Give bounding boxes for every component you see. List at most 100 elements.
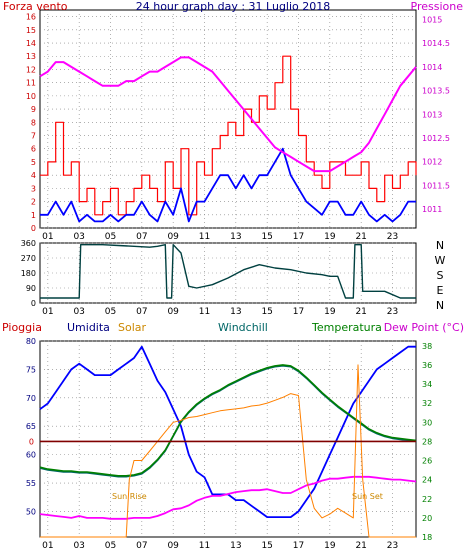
x-tick-1-2: 05 (105, 307, 116, 317)
wind-tick-5: 5 (31, 158, 36, 167)
temperature-line (39, 364, 417, 477)
x-tick-2-6: 13 (230, 541, 241, 551)
x-tick-1-0: 01 (42, 307, 53, 317)
x-tick-0-10: 21 (355, 232, 366, 242)
wind-tick-16: 16 (26, 13, 36, 22)
direction-tick-3: 270 (21, 254, 36, 263)
temp-tick-8: 34 (422, 380, 432, 389)
temp-panel-frame (39, 340, 417, 538)
wind-tick-4: 4 (31, 171, 36, 180)
x-tick-0-4: 09 (167, 232, 179, 242)
temp-tick-6: 30 (422, 418, 432, 427)
x-tick-2-4: 09 (167, 541, 179, 551)
x-tick-0-3: 07 (136, 232, 147, 242)
temp-tick-1: 20 (422, 514, 432, 523)
pressure-tick-8: 1015 (422, 15, 442, 24)
dewpoint-line (39, 475, 417, 520)
direction-label-n-top: N (436, 239, 444, 252)
direction-label-n-bottom: N (436, 299, 444, 312)
legend-temperatura: Temperatura (311, 321, 382, 334)
pressure-tick-1: 1011.5 (422, 181, 450, 190)
legend-dewpoint: Dew Point (°C) (384, 321, 464, 334)
x-tick-1-6: 13 (230, 307, 241, 317)
wind-tick-13: 13 (26, 52, 36, 61)
x-tick-1-8: 17 (293, 307, 304, 317)
wind-tick-15: 15 (26, 26, 36, 35)
direction-label-e: E (437, 284, 444, 297)
pressure-label: Pressione (411, 0, 464, 13)
x-tick-0-2: 05 (105, 232, 116, 242)
legend-umidita: Umidita (67, 321, 110, 334)
temp-tick-3: 24 (422, 476, 432, 485)
humidity-tick-4: 70 (26, 394, 36, 403)
direction-tick-0: 0 (31, 299, 36, 308)
x-tick-2-7: 15 (261, 541, 272, 551)
pressure-line (39, 56, 417, 173)
x-tick-2-5: 11 (199, 541, 210, 551)
wind-tick-9: 9 (31, 105, 36, 114)
wind-panel-frame (39, 9, 417, 229)
wind-speed-label: Forza vento (3, 0, 68, 13)
direction-tick-1: 90 (26, 284, 36, 293)
x-tick-0-0: 01 (42, 232, 53, 242)
pressure-tick-3: 1012.5 (422, 134, 450, 143)
x-tick-0-5: 11 (199, 232, 210, 242)
x-tick-1-1: 03 (73, 307, 84, 317)
direction-label-s: S (437, 269, 444, 282)
pressure-tick-6: 1014 (422, 63, 442, 72)
x-tick-2-2: 05 (105, 541, 116, 551)
x-tick-2-8: 17 (293, 541, 304, 551)
x-tick-0-1: 03 (73, 232, 84, 242)
x-tick-0-9: 19 (324, 232, 336, 242)
x-tick-0-6: 13 (230, 232, 241, 242)
sun-set-label: Sun Set (352, 492, 383, 501)
series-lines (39, 55, 417, 538)
temp-tick-0: 18 (422, 533, 432, 542)
solar-line (40, 364, 416, 538)
x-tick-0-7: 15 (261, 232, 272, 242)
wind-tick-8: 8 (31, 118, 36, 127)
wind-tick-11: 11 (26, 79, 36, 88)
wind-tick-12: 12 (26, 65, 36, 74)
x-tick-0-11: 23 (387, 232, 398, 242)
x-tick-1-10: 21 (355, 307, 366, 317)
legend-solar: Solar (118, 321, 147, 334)
direction-tick-2: 180 (21, 269, 36, 278)
x-tick-1-9: 19 (324, 307, 336, 317)
x-tick-2-1: 03 (73, 541, 84, 551)
direction-tick-4: 360 (21, 239, 36, 248)
tick-labels: 01234567891011121314151610111011.5101210… (21, 13, 450, 551)
humidity-tick-1: 55 (26, 479, 36, 488)
temp-tick-2: 22 (422, 495, 432, 504)
x-tick-1-3: 07 (136, 307, 147, 317)
temp-tick-5: 28 (422, 437, 432, 446)
pressure-tick-4: 1013 (422, 110, 442, 119)
x-tick-2-3: 07 (136, 541, 147, 551)
rain-zero-tick: 0 (29, 437, 34, 446)
temp-tick-9: 36 (422, 361, 432, 370)
x-tick-1-4: 09 (167, 307, 179, 317)
wind-tick-2: 2 (31, 198, 36, 207)
wind-tick-3: 3 (31, 184, 36, 193)
x-tick-2-11: 23 (387, 541, 398, 551)
wind-average-line (40, 147, 416, 223)
legend-pioggia: Pioggia (2, 321, 42, 334)
humidity-tick-5: 75 (26, 365, 36, 374)
pressure-tick-2: 1012 (422, 158, 442, 167)
wind-direction-line (40, 244, 416, 299)
wind-tick-6: 6 (31, 145, 36, 154)
sun-rise-label: Sun Rise (112, 492, 147, 501)
x-tick-2-0: 01 (42, 541, 53, 551)
temp-tick-7: 32 (422, 399, 432, 408)
humidity-tick-0: 50 (26, 507, 36, 516)
x-tick-2-10: 21 (355, 541, 366, 551)
wind-tick-1: 1 (31, 211, 36, 220)
pressure-tick-0: 1011 (422, 205, 442, 214)
wind-tick-7: 7 (31, 132, 36, 141)
x-tick-0-8: 17 (293, 232, 304, 242)
wind-gust-line (40, 55, 417, 216)
x-tick-1-5: 11 (199, 307, 210, 317)
temp-tick-4: 26 (422, 457, 432, 466)
